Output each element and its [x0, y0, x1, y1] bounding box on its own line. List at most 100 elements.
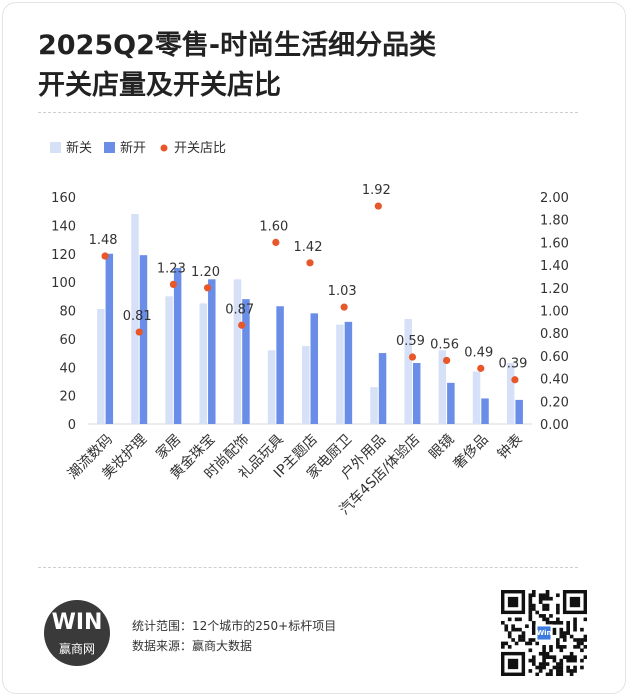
y-right-tick-label: 1.60 [540, 236, 569, 251]
qr-module [504, 624, 509, 629]
qr-module [542, 655, 546, 659]
qr-module [559, 669, 564, 673]
ratio-point [374, 202, 382, 210]
bar-opened [139, 255, 148, 424]
qr-module [556, 641, 560, 646]
qr-module [531, 607, 536, 611]
qr-module [545, 672, 550, 676]
qr-module [556, 662, 560, 666]
qr-module [580, 641, 584, 646]
qr-module [556, 638, 560, 642]
qr-module [556, 593, 560, 598]
qr-module [531, 603, 536, 608]
qr-module [507, 634, 512, 639]
qr-module [566, 655, 570, 659]
qr-module [573, 658, 577, 663]
qr-module [559, 658, 564, 663]
logo-text: 赢商网 [58, 642, 95, 656]
ratio-point [408, 353, 417, 361]
ratio-data-label: 1.03 [328, 284, 357, 299]
qr-code-icon: Win [501, 590, 587, 676]
bar-opened [242, 299, 250, 424]
ratio-data-label: 1.60 [259, 219, 288, 234]
qr-module [562, 655, 567, 659]
qr-module [535, 610, 540, 615]
qr-module [552, 620, 557, 625]
qr-module [531, 593, 536, 598]
qr-module [549, 645, 553, 649]
qr-module [542, 658, 546, 663]
bar-closed [404, 319, 412, 424]
qr-module [566, 627, 570, 632]
qr-module [556, 607, 560, 611]
qr-module [566, 624, 570, 629]
bar-closed [199, 303, 208, 424]
ratio-data-label: 1.42 [294, 240, 323, 255]
qr-module [528, 658, 533, 663]
y-right-tick-label: 1.40 [540, 259, 569, 274]
qr-module [569, 634, 574, 639]
qr-module [566, 631, 570, 635]
qr-module [549, 655, 553, 659]
ratio-data-label: 0.81 [123, 309, 152, 324]
y-right-tick-label: 0.00 [540, 418, 569, 433]
y-left-tick-label: 60 [59, 333, 76, 348]
qr-module [501, 620, 505, 625]
qr-module [511, 624, 515, 629]
qr-module [528, 638, 533, 642]
qr-module [552, 631, 557, 635]
qr-module [514, 641, 519, 646]
qr-module [531, 638, 536, 642]
ratio-data-label: 1.20 [191, 265, 220, 280]
bottom-divider [38, 567, 578, 568]
qr-module [545, 655, 550, 659]
qr-module [528, 596, 533, 601]
qr-module [562, 631, 567, 635]
qr-module [504, 627, 509, 632]
bar-opened [447, 382, 455, 424]
qr-module [559, 665, 564, 670]
qr-module [501, 645, 505, 649]
qr-module [514, 627, 519, 632]
title-line-2: 开关店量及开关店比 [38, 70, 281, 101]
bar-opened [515, 399, 523, 424]
bar-closed [438, 350, 447, 424]
qr-module [569, 658, 574, 663]
bar-opened [173, 267, 182, 424]
qr-module [559, 627, 564, 632]
qr-module [580, 627, 584, 632]
qr-module [583, 634, 587, 639]
qr-module [538, 600, 543, 604]
ratio-data-label: 0.49 [464, 345, 493, 360]
qr-module [528, 610, 533, 615]
qr-module [538, 651, 543, 656]
qr-module [556, 610, 560, 615]
bar-closed [165, 296, 173, 424]
qr-module [542, 614, 546, 618]
qr-module [576, 645, 581, 649]
qr-module [507, 631, 512, 635]
bar-opened [412, 362, 421, 424]
qr-module [573, 617, 577, 622]
qr-module [545, 603, 550, 608]
qr-module [559, 648, 564, 653]
qr-module [552, 658, 557, 663]
qr-module [525, 624, 529, 629]
bar-closed [336, 324, 344, 424]
ratio-data-label: 0.39 [498, 357, 527, 372]
qr-module [559, 662, 564, 666]
legend-swatch-opened [104, 142, 115, 153]
bar-closed [233, 279, 242, 424]
qr-module [531, 590, 536, 594]
ratio-point [477, 364, 485, 372]
ratio-point [340, 303, 348, 311]
qr-module [521, 634, 526, 639]
qr-module [501, 641, 505, 646]
qr-module [535, 672, 540, 676]
qr-module [531, 655, 536, 659]
qr-module [521, 638, 526, 642]
qr-module [542, 593, 546, 598]
bar-opened [344, 321, 353, 424]
qr-module [556, 669, 560, 673]
qr-module [521, 631, 526, 635]
